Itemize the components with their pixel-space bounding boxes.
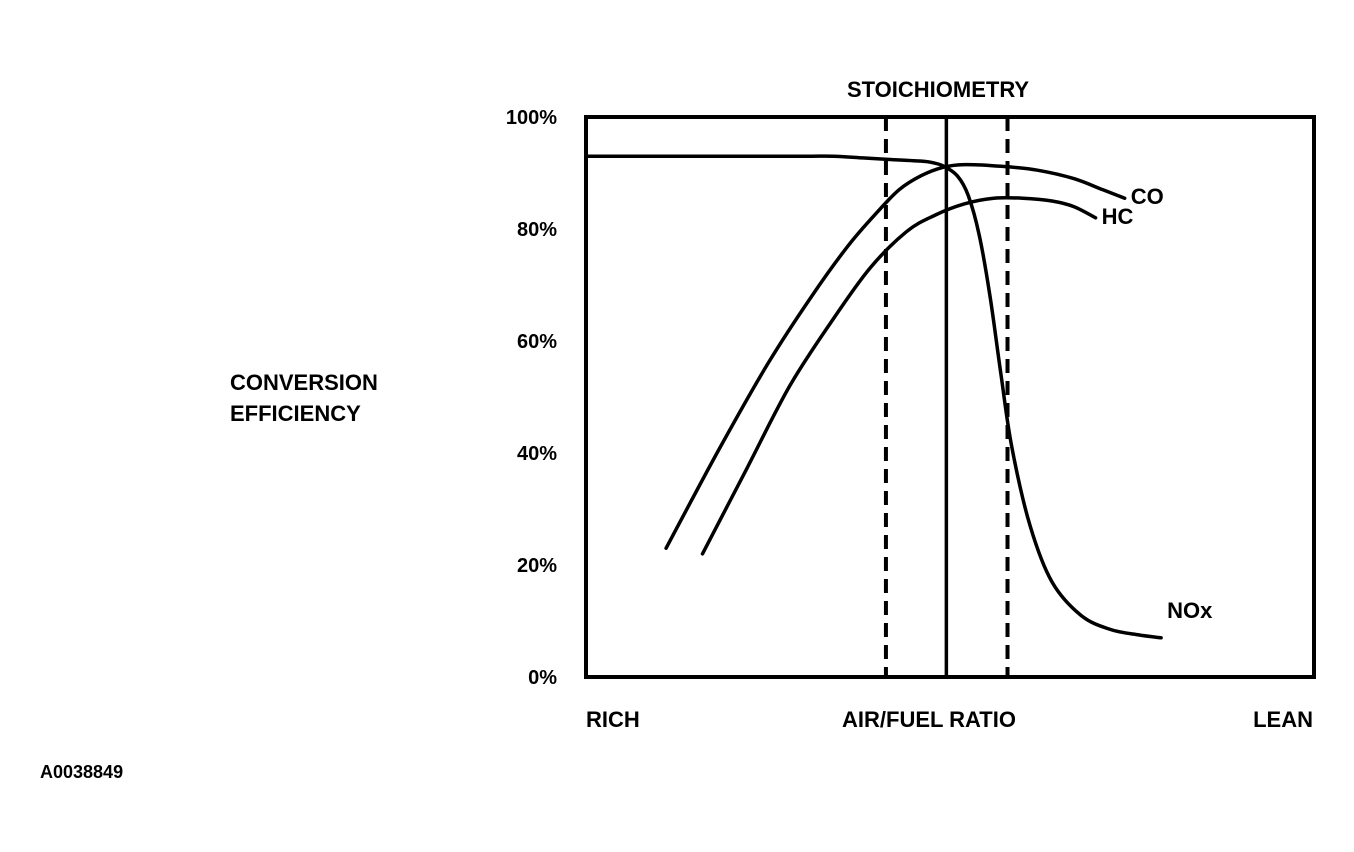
y-tick-label: 20%: [517, 555, 557, 577]
series-nox-label: NOx: [1167, 598, 1213, 623]
y-tick-label: 40%: [517, 443, 557, 465]
figure-id: A0038849: [40, 762, 123, 782]
series-co-label: CO: [1131, 184, 1164, 209]
stoichiometry-reference-lines: [883, 117, 1010, 677]
series-hc-curve: [700, 195, 1098, 556]
series-curves: [584, 154, 1163, 640]
x-axis-title: AIR/FUEL RATIO: [842, 707, 1016, 732]
chart-title: STOICHIOMETRY: [847, 77, 1029, 102]
y-tick-label: 0%: [528, 667, 557, 689]
series-hc-label: HC: [1102, 204, 1134, 229]
y-tick-label: 80%: [517, 219, 557, 241]
y-axis-title-line-2: EFFICIENCY: [230, 401, 361, 426]
series-co-curve: [664, 162, 1127, 550]
x-axis-left-label: RICH: [586, 707, 640, 732]
y-axis-title-line-1: CONVERSION: [230, 370, 378, 395]
y-axis-tick-labels: 0% 20% 40% 60% 80% 100%: [506, 107, 557, 689]
series-nox-curve: [584, 154, 1163, 640]
plot-area-frame: [584, 115, 1316, 679]
y-tick-label: 60%: [517, 331, 557, 353]
y-tick-label: 100%: [506, 107, 557, 129]
x-axis-right-label: LEAN: [1253, 707, 1313, 732]
